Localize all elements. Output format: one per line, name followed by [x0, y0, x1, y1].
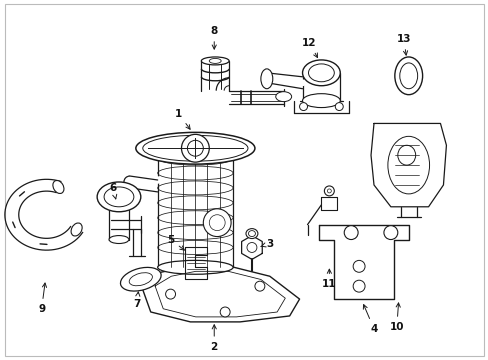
- Circle shape: [383, 226, 397, 239]
- Ellipse shape: [142, 135, 247, 161]
- Ellipse shape: [157, 260, 233, 274]
- Ellipse shape: [109, 235, 129, 243]
- Ellipse shape: [308, 64, 334, 82]
- Text: 8: 8: [210, 26, 218, 49]
- Circle shape: [165, 289, 175, 299]
- Circle shape: [352, 260, 365, 272]
- Ellipse shape: [245, 229, 257, 239]
- Ellipse shape: [104, 187, 134, 207]
- Text: 10: 10: [389, 303, 403, 332]
- Text: 6: 6: [109, 183, 117, 199]
- Circle shape: [246, 243, 256, 252]
- Ellipse shape: [209, 58, 221, 63]
- Text: 7: 7: [133, 292, 140, 309]
- Polygon shape: [319, 225, 408, 299]
- Polygon shape: [321, 197, 337, 210]
- Text: 13: 13: [396, 34, 410, 55]
- Text: 1: 1: [175, 108, 190, 129]
- Ellipse shape: [129, 273, 152, 286]
- Polygon shape: [370, 123, 446, 207]
- Circle shape: [344, 226, 357, 239]
- Text: 3: 3: [260, 239, 273, 248]
- Polygon shape: [241, 235, 262, 260]
- Circle shape: [299, 103, 307, 111]
- Circle shape: [181, 134, 209, 162]
- Circle shape: [203, 209, 231, 237]
- Ellipse shape: [260, 69, 272, 89]
- Ellipse shape: [397, 145, 415, 165]
- Ellipse shape: [275, 92, 291, 102]
- Circle shape: [254, 281, 264, 291]
- Circle shape: [220, 307, 230, 317]
- Circle shape: [326, 189, 331, 193]
- Text: 2: 2: [210, 325, 218, 352]
- Circle shape: [352, 280, 365, 292]
- Ellipse shape: [136, 132, 254, 164]
- Ellipse shape: [120, 267, 161, 291]
- Ellipse shape: [302, 94, 340, 108]
- Ellipse shape: [53, 180, 64, 193]
- Circle shape: [324, 186, 334, 196]
- Text: 4: 4: [363, 305, 377, 334]
- Ellipse shape: [97, 182, 141, 212]
- Circle shape: [187, 140, 203, 156]
- Polygon shape: [185, 247, 207, 279]
- Ellipse shape: [248, 231, 255, 237]
- Ellipse shape: [201, 57, 229, 65]
- Text: 12: 12: [302, 38, 317, 58]
- Circle shape: [209, 215, 224, 231]
- Polygon shape: [141, 266, 299, 322]
- Ellipse shape: [302, 60, 340, 86]
- Circle shape: [335, 103, 343, 111]
- Ellipse shape: [399, 63, 417, 89]
- Ellipse shape: [394, 57, 422, 95]
- Text: 9: 9: [38, 283, 46, 314]
- Text: 5: 5: [166, 234, 184, 250]
- Text: 11: 11: [322, 269, 336, 289]
- Ellipse shape: [71, 223, 82, 236]
